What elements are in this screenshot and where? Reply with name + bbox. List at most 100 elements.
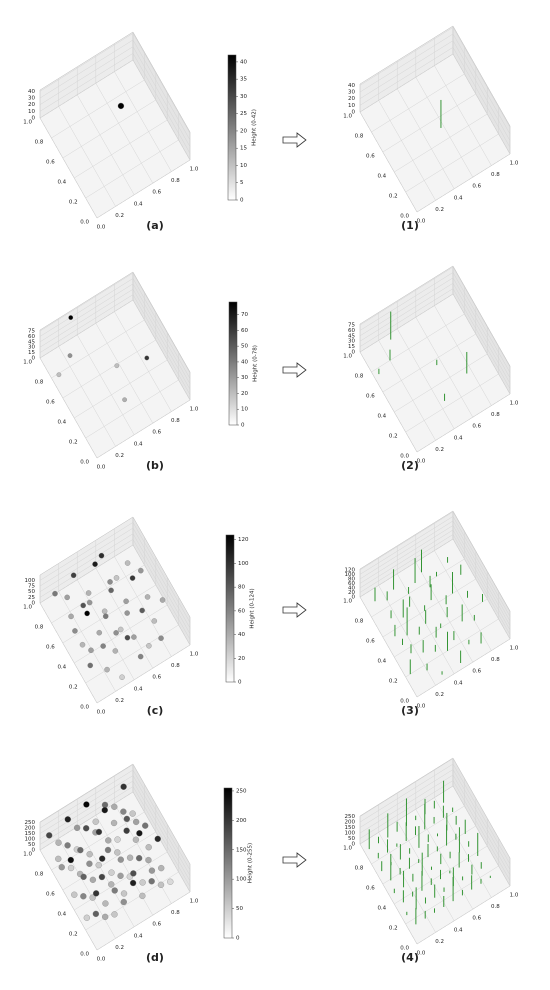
x-tick-label: 0.4 [454, 195, 463, 201]
colorbar [223, 787, 233, 939]
x-tick-label: 0.8 [171, 663, 180, 669]
data-point [122, 397, 127, 403]
data-point [129, 810, 136, 817]
y-tick-label: 1.0 [23, 120, 32, 126]
data-point [71, 891, 78, 898]
data-point [89, 876, 97, 883]
panel-label: (3) [401, 704, 419, 717]
grid-line [39, 32, 191, 134]
z-tick-label: 10 [28, 109, 35, 115]
colorbar [227, 54, 237, 201]
data-point [145, 844, 152, 851]
z-tick-label: 15 [348, 344, 355, 350]
x-tick-label: 0.6 [152, 190, 161, 196]
z-tick-label: 20 [348, 590, 355, 596]
y-tick-label: 0.4 [57, 912, 66, 918]
y-tick-label: 1.0 [343, 114, 352, 120]
y-tick-label: 0.0 [400, 454, 409, 460]
x-tick-label: 0.4 [134, 441, 143, 447]
colorbar-tick-label: 35 [240, 77, 247, 83]
colorbar-label: Height (0-255) [248, 843, 254, 883]
data-point [146, 643, 152, 649]
data-point [111, 887, 118, 894]
z-tick-label: 200 [25, 826, 36, 832]
grid-line [359, 785, 511, 887]
data-point [124, 560, 131, 566]
x-tick-label: 0.6 [472, 916, 481, 922]
data-point [68, 315, 74, 320]
grid-line [359, 769, 511, 870]
z-tick-label: 0 [352, 842, 356, 848]
grid-line [359, 763, 511, 865]
y-tick-label: 0.0 [80, 705, 89, 711]
data-point [139, 879, 146, 886]
data-point [72, 628, 78, 634]
data-point [142, 822, 149, 829]
x-tick-label: 0.4 [454, 927, 463, 933]
data-point [126, 854, 134, 861]
grid-line [39, 539, 191, 640]
z-tick-label: 30 [28, 96, 35, 102]
colorbar-tick-label: 20 [241, 391, 248, 397]
data-point [123, 827, 130, 834]
y-tick-label: 0.2 [389, 679, 398, 685]
data-point [137, 653, 144, 660]
x-tick-label: 0.6 [472, 424, 481, 430]
z-tick-label: 0 [32, 116, 36, 122]
grid-line [359, 538, 511, 640]
data-point [84, 610, 90, 617]
z-tick-label: 250 [345, 814, 356, 820]
z-tick-label: 200 [345, 820, 356, 826]
data-point [79, 641, 86, 648]
z-tick-label: 50 [348, 836, 355, 842]
y-tick-label: 0.2 [389, 926, 398, 932]
z-tick-label: 250 [25, 820, 36, 826]
y-tick-label: 1.0 [343, 846, 352, 852]
data-point [92, 818, 99, 825]
y-tick-label: 1.0 [23, 852, 32, 858]
data-point [138, 567, 144, 574]
panel-label: (d) [146, 951, 164, 964]
z-tick-label: 60 [348, 328, 355, 334]
data-point [64, 816, 71, 823]
colorbar [225, 534, 235, 683]
x-tick-label: 0.6 [152, 922, 161, 928]
data-point [117, 626, 124, 633]
data-point [101, 608, 108, 615]
y-tick-label: 0.6 [366, 639, 375, 645]
y-tick-label: 0.4 [377, 414, 386, 420]
grid-line [39, 272, 191, 374]
data-point [92, 561, 98, 567]
data-point [132, 818, 140, 826]
colorbar-label: Height (0-42) [252, 109, 258, 146]
x-tick-label: 0.6 [152, 675, 161, 681]
grid-line [39, 522, 191, 623]
data-point [88, 647, 94, 654]
colorbar-tick-label: 60 [238, 608, 245, 614]
x-tick-label: 0.4 [134, 686, 143, 692]
y-tick-label: 0.4 [377, 659, 386, 665]
arrow [282, 602, 307, 618]
z-tick-label: 75 [28, 329, 35, 335]
y-tick-label: 0.8 [355, 619, 364, 625]
data-point [101, 806, 108, 814]
data-point [64, 842, 71, 849]
colorbar-tick-label: 70 [241, 312, 248, 318]
z-tick-label: 100 [25, 837, 36, 843]
colorbar-tick-label: 50 [241, 344, 248, 350]
colorbar-tick-label: 100 [236, 877, 247, 883]
x-tick-label: 0.8 [491, 412, 500, 418]
grid-line [359, 780, 511, 881]
panel-label: (2) [401, 459, 419, 472]
y-tick-label: 0.2 [69, 685, 78, 691]
data-point [58, 864, 65, 871]
data-point [123, 598, 129, 605]
data-point [55, 855, 62, 863]
z-tick-label: 20 [348, 96, 355, 102]
x-tick-label: 0.8 [171, 418, 180, 424]
x-tick-label: 0.6 [472, 669, 481, 675]
colorbar-tick-label: 60 [241, 328, 248, 334]
data-point [111, 803, 118, 810]
data-point [120, 898, 127, 906]
y-tick-label: 0.6 [366, 154, 375, 160]
